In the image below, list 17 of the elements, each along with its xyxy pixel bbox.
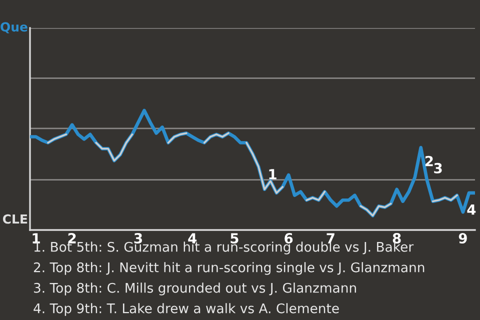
x-tick-label: 7 <box>326 233 334 244</box>
x-tick-label: 9 <box>458 233 467 244</box>
text: CLE <box>2 214 28 224</box>
annotation: 2 <box>425 156 433 166</box>
annotation: 4 <box>467 204 476 215</box>
x-tick-label: 6 <box>284 233 293 244</box>
text: 4. Top 9th: T. Lake drew a walk vs A. Clemente <box>34 303 339 316</box>
x-tick-label: 4 <box>188 233 197 244</box>
x-tick-label: 2 <box>68 233 76 244</box>
text: 3. Top 8th: C. Mills grounded out vs J. Glanzmann <box>34 282 356 296</box>
annotation: 3 <box>434 162 442 174</box>
x-tick-label: 3 <box>134 233 142 244</box>
x-tick-label: 8 <box>392 233 401 244</box>
text: Que <box>0 22 28 34</box>
x-tick-label: 5 <box>230 233 238 244</box>
text: 2. Top 8th: J. Nevitt hit a run-scoring single vs J. Glanzmann <box>34 262 424 275</box>
annotation: 1 <box>269 169 276 180</box>
